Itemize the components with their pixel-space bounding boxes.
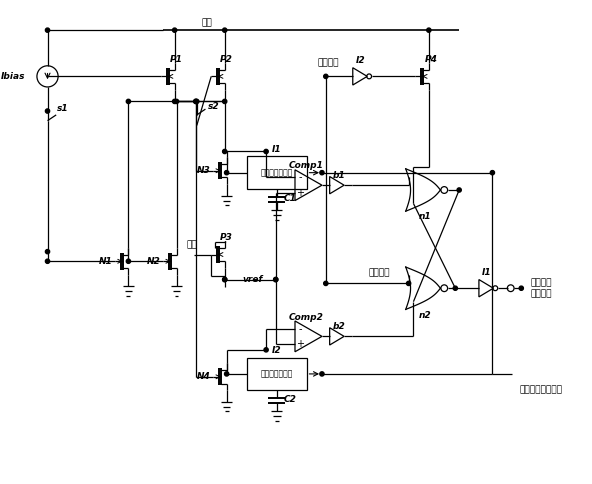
- Text: Ibias: Ibias: [1, 72, 25, 81]
- Circle shape: [195, 99, 199, 104]
- Text: P4: P4: [424, 55, 437, 63]
- Circle shape: [324, 281, 328, 286]
- Circle shape: [427, 28, 431, 32]
- Circle shape: [172, 99, 177, 104]
- Circle shape: [46, 28, 50, 32]
- Text: 低频配置调整器: 低频配置调整器: [260, 168, 293, 177]
- Text: I1: I1: [272, 145, 282, 154]
- Text: n2: n2: [419, 311, 432, 320]
- Text: -: -: [298, 172, 301, 182]
- Circle shape: [264, 348, 268, 352]
- Text: P1: P1: [170, 55, 183, 63]
- Circle shape: [324, 74, 328, 78]
- Text: +: +: [296, 188, 304, 198]
- Text: N2: N2: [147, 257, 160, 266]
- Circle shape: [264, 150, 268, 153]
- Text: s2: s2: [208, 102, 220, 111]
- Circle shape: [46, 250, 50, 254]
- Text: 使能信号: 使能信号: [318, 59, 339, 67]
- Text: 电源: 电源: [186, 241, 197, 249]
- Text: s1: s1: [57, 104, 69, 113]
- Circle shape: [320, 170, 324, 175]
- Circle shape: [519, 286, 523, 290]
- Bar: [247, 156, 307, 189]
- Text: P2: P2: [220, 55, 233, 63]
- Circle shape: [490, 170, 494, 175]
- Text: 电源: 电源: [201, 18, 212, 27]
- Circle shape: [274, 277, 278, 282]
- Text: 使能信号: 使能信号: [368, 268, 390, 277]
- Circle shape: [223, 277, 227, 282]
- Text: P3: P3: [220, 233, 233, 242]
- Circle shape: [274, 277, 278, 282]
- Text: N1: N1: [98, 257, 112, 266]
- Text: n1: n1: [419, 212, 432, 222]
- Circle shape: [194, 99, 198, 104]
- Circle shape: [175, 99, 179, 104]
- Circle shape: [126, 259, 130, 263]
- Text: I2: I2: [356, 57, 365, 65]
- Circle shape: [407, 281, 411, 286]
- Circle shape: [223, 99, 227, 104]
- Circle shape: [457, 188, 461, 192]
- Circle shape: [223, 150, 227, 153]
- Circle shape: [172, 28, 177, 32]
- Text: 低频配置调整器: 低频配置调整器: [260, 369, 293, 378]
- Bar: [247, 358, 307, 390]
- Circle shape: [126, 99, 130, 104]
- Text: -: -: [298, 324, 301, 333]
- Text: b1: b1: [333, 171, 346, 180]
- Text: C2: C2: [284, 395, 297, 405]
- Circle shape: [223, 28, 227, 32]
- Text: N4: N4: [197, 372, 210, 381]
- Text: 低频振荡器输入端: 低频振荡器输入端: [519, 385, 562, 394]
- Text: +: +: [296, 339, 304, 349]
- Text: I2: I2: [272, 347, 282, 355]
- Text: b2: b2: [333, 322, 346, 331]
- Circle shape: [224, 372, 229, 376]
- Text: N3: N3: [197, 166, 210, 175]
- Circle shape: [453, 286, 458, 290]
- Text: C1: C1: [284, 194, 297, 203]
- Circle shape: [224, 170, 229, 175]
- Circle shape: [320, 372, 324, 376]
- Circle shape: [46, 259, 50, 263]
- Text: vref: vref: [242, 275, 262, 284]
- Text: I1: I1: [482, 268, 491, 277]
- Circle shape: [46, 109, 50, 113]
- Text: Comp2: Comp2: [289, 313, 324, 321]
- Circle shape: [194, 99, 198, 104]
- Text: 低频振荡
器输出端: 低频振荡 器输出端: [531, 278, 552, 298]
- Circle shape: [223, 277, 227, 282]
- Text: Comp1: Comp1: [289, 162, 324, 170]
